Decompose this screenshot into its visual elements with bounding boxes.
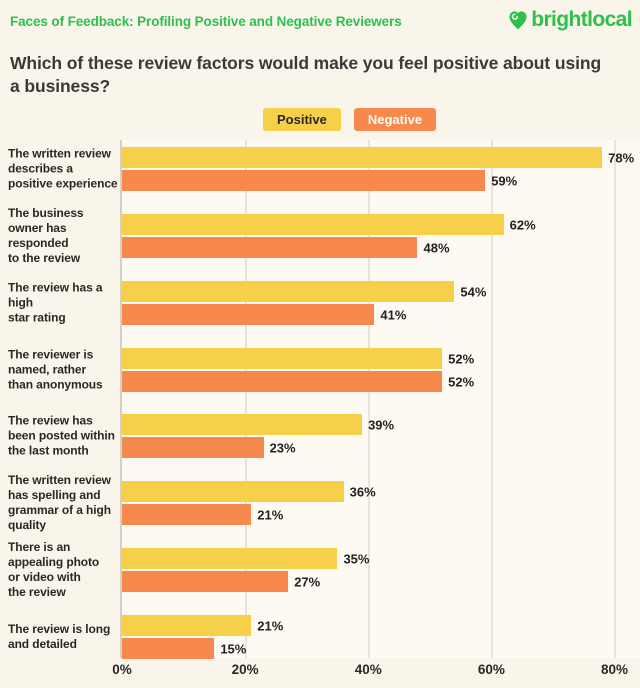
category-label: The review is long and detailed [8, 622, 111, 651]
value-label-negative: 48% [423, 240, 450, 255]
category-label: The written review has spelling and gram… [8, 473, 111, 532]
bar-positive [122, 147, 603, 168]
bar-negative [122, 504, 252, 525]
value-label-positive: 21% [257, 618, 284, 633]
bar-positive [122, 414, 363, 435]
page-title: Faces of Feedback: Profiling Positive an… [10, 14, 402, 29]
brightlocal-heart-pin-icon [506, 8, 530, 32]
value-label-positive: 52% [448, 351, 475, 366]
value-label-positive: 78% [608, 150, 635, 165]
brightlocal-logo: brightlocal [506, 8, 633, 32]
bar-negative [122, 170, 486, 191]
category-label: The review has a high star rating [8, 280, 103, 325]
category-label: The reviewer is named, rather than anony… [8, 347, 103, 392]
value-label-positive: 62% [509, 217, 536, 232]
category-label: The review has been posted within the la… [8, 413, 115, 458]
value-label-positive: 39% [368, 417, 395, 432]
value-label-negative: 21% [257, 507, 284, 522]
value-label-positive: 36% [349, 484, 376, 499]
legend-chip-negative: Negative [353, 108, 437, 131]
bar-positive [122, 481, 344, 502]
value-label-negative: 27% [294, 574, 321, 589]
x-tick-label: 0% [112, 662, 132, 677]
bar-positive [122, 548, 338, 569]
y-axis-line [120, 140, 122, 658]
bar-negative [122, 237, 418, 258]
bar-negative [122, 571, 289, 592]
x-tick-label: 20% [231, 662, 259, 677]
brightlocal-wordmark: brightlocal [531, 8, 632, 31]
gridline-40 [368, 140, 370, 658]
value-label-negative: 52% [448, 374, 475, 389]
value-label-positive: 35% [343, 551, 370, 566]
gridline-20 [245, 140, 247, 658]
value-label-negative: 41% [380, 307, 407, 322]
category-label: There is an appealing photo or video wit… [8, 540, 100, 599]
chart-question-heading: Which of these review factors would make… [10, 53, 602, 96]
category-label: The written review describes a positive … [8, 146, 118, 191]
legend-label-positive: Positive [277, 112, 327, 127]
bar-negative [122, 371, 443, 392]
bar-negative [122, 437, 264, 458]
bar-positive [122, 281, 455, 302]
bar-negative [122, 304, 375, 325]
legend: Positive Negative [263, 108, 437, 131]
legend-chip-positive: Positive [263, 108, 341, 131]
x-tick-label: 40% [354, 662, 382, 677]
bar-positive [122, 615, 252, 636]
value-label-negative: 15% [220, 641, 247, 656]
category-label: The business owner has responded to the … [8, 206, 84, 265]
value-label-positive: 54% [460, 284, 487, 299]
bar-positive [122, 348, 443, 369]
legend-label-negative: Negative [367, 112, 423, 127]
bar-positive [122, 214, 504, 235]
x-tick-label: 80% [600, 662, 628, 677]
bar-negative [122, 638, 215, 659]
value-label-negative: 59% [491, 173, 518, 188]
gridline-80 [614, 140, 616, 658]
value-label-negative: 23% [269, 440, 296, 455]
gridline-60 [491, 140, 493, 658]
x-tick-label: 60% [477, 662, 505, 677]
